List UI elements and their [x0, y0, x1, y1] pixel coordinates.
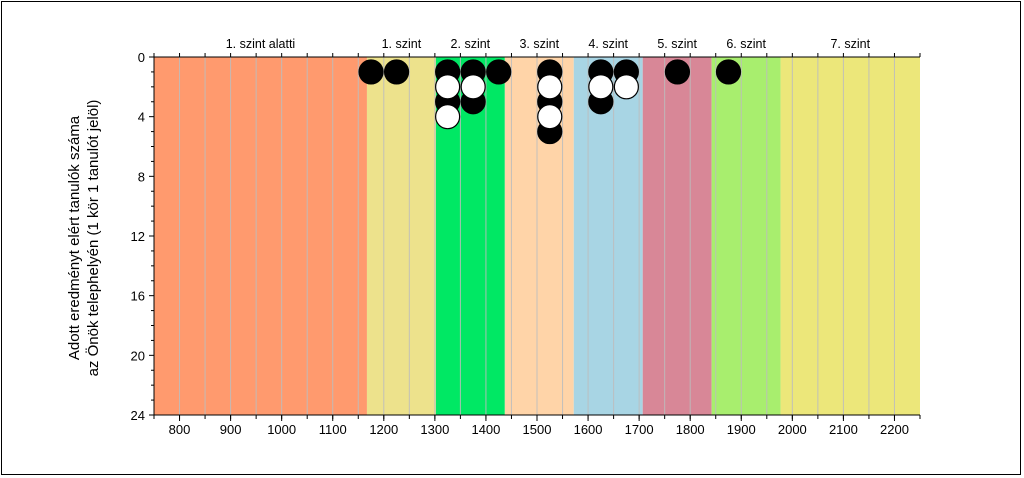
student-point-filled — [715, 59, 742, 85]
student-point-open — [435, 74, 461, 100]
student-point-filled — [383, 59, 410, 85]
y-axis-label-line-1: Adott eredményt elért tanulók száma — [66, 115, 83, 360]
x-tick-label: 1300 — [420, 422, 449, 437]
y-axis-label-line-2: az Önök telephelyén (1 kör 1 tanulót jel… — [84, 100, 102, 377]
level-band — [154, 57, 367, 415]
x-tick-label: 800 — [169, 422, 191, 437]
band-label: 6. szint — [726, 37, 766, 51]
student-point-open — [537, 74, 563, 100]
band-label: 1. szint alatti — [226, 37, 295, 51]
x-tick-label: 1000 — [267, 422, 296, 437]
y-tick-label: 16 — [131, 289, 145, 304]
x-tick-label: 1600 — [574, 422, 603, 437]
student-point-filled — [358, 59, 384, 85]
y-tick-label: 4 — [138, 110, 145, 125]
x-tick-label: 1200 — [369, 422, 398, 437]
student-point-open — [588, 74, 614, 100]
level-band — [780, 57, 920, 415]
student-point-open — [460, 74, 486, 100]
x-tick-label: 2100 — [829, 422, 858, 437]
level-band — [573, 57, 643, 415]
x-tick-label: 1800 — [676, 422, 705, 437]
x-tick-label: 1700 — [625, 422, 654, 437]
band-label: 7. szint — [830, 37, 870, 51]
x-tick-label: 2000 — [778, 422, 807, 437]
y-tick-label: 20 — [131, 348, 145, 363]
band-label: 4. szint — [588, 37, 628, 51]
x-tick-label: 1900 — [727, 422, 756, 437]
student-point-open — [435, 104, 461, 130]
band-label: 2. szint — [451, 37, 491, 51]
band-label: 1. szint — [382, 37, 422, 51]
level-band — [366, 57, 436, 415]
y-tick-label: 8 — [138, 169, 145, 184]
student-point-open — [613, 74, 639, 100]
band-label: 5. szint — [657, 37, 697, 51]
x-tick-label: 1100 — [319, 422, 347, 437]
x-tick-label: 1500 — [523, 422, 552, 437]
level-band — [642, 57, 712, 415]
x-tick-label: 2200 — [880, 422, 909, 437]
student-point-filled — [486, 59, 512, 85]
level-band — [711, 57, 781, 415]
y-tick-label: 0 — [138, 50, 145, 65]
band-label: 3. szint — [519, 37, 559, 51]
student-point-open — [537, 104, 563, 130]
y-tick-label: 12 — [131, 229, 145, 244]
student-point-filled — [664, 59, 691, 85]
x-tick-label: 1400 — [471, 422, 500, 437]
x-tick-label: 900 — [220, 422, 242, 437]
y-tick-label: 24 — [131, 408, 145, 423]
